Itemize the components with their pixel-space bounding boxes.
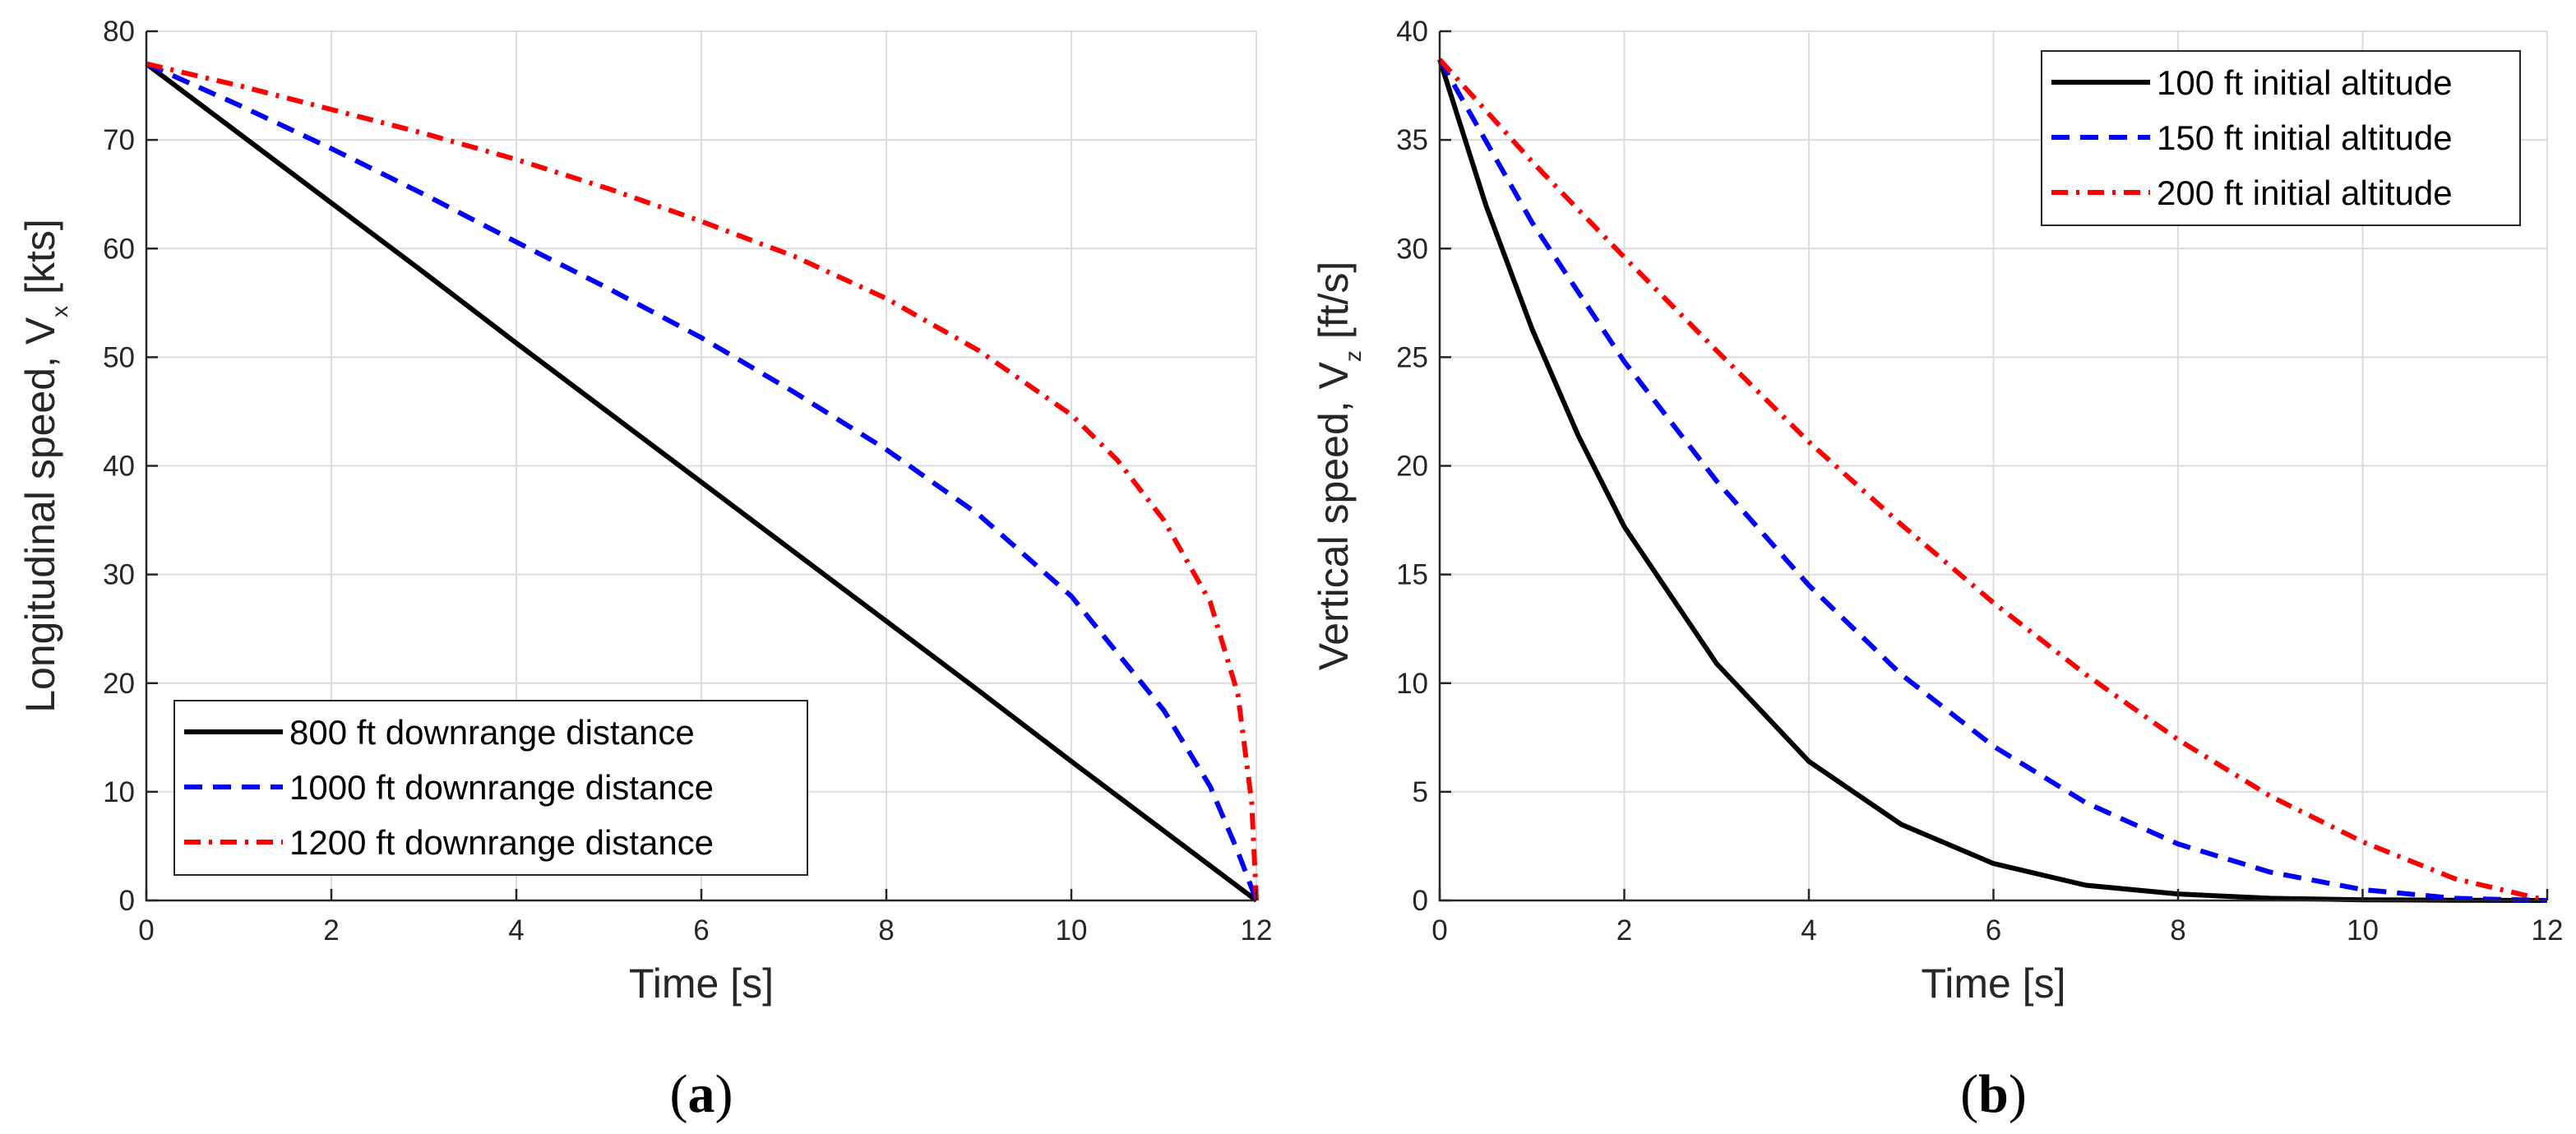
series-line-1200-ft: [146, 61, 1259, 901]
y-tick-label: 25: [1396, 341, 1428, 373]
panel-caption-letter: b: [1978, 1064, 2009, 1124]
legend-label: 150 ft initial altitude: [2157, 118, 2453, 157]
y-axis-label-unit: [ft/s]: [1311, 262, 1357, 350]
legend-label: 100 ft initial altitude: [2157, 63, 2453, 102]
y-axis-label-main: Vertical speed, V: [1311, 361, 1357, 670]
legend-label: 200 ft initial altitude: [2157, 174, 2453, 212]
y-tick-label: 60: [103, 233, 135, 265]
legend-label: 800 ft downrange distance: [289, 713, 695, 752]
x-axis-label: Time [s]: [1922, 960, 2066, 1007]
chart-panel-b: 0 2 4 6 8 10 12 0 5 10 15 20 25 30 35 40 Time [s] Vertica…: [1311, 16, 2563, 1124]
y-axis-label: Longitudinal speed, Vx [kts]: [17, 219, 72, 713]
legend-label: 1200 ft downrange distance: [289, 823, 714, 862]
panel-caption: (b): [1960, 1064, 2027, 1124]
legend-label: 1000 ft downrange distance: [289, 768, 714, 807]
y-axis-label-main: Longitudinal speed, V: [17, 317, 63, 713]
x-tick-label: 6: [1986, 914, 2001, 947]
y-axis-label-subscript: x: [47, 306, 72, 317]
legend: 800 ft downrange distance 1000 ft downran…: [173, 700, 808, 876]
y-axis-label-subscript: z: [1340, 350, 1366, 362]
y-tick-label: 30: [103, 559, 135, 591]
y-axis-label-unit: [kts]: [17, 219, 63, 306]
y-tick-label: 10: [1396, 668, 1428, 700]
panel-caption-letter: a: [688, 1064, 715, 1124]
y-tick-label: 5: [1413, 776, 1428, 808]
x-tick-label: 12: [2532, 914, 2564, 947]
y-tick-label: 15: [1396, 559, 1428, 591]
y-tick-label: 10: [103, 776, 135, 808]
x-tick-label: 6: [693, 914, 709, 947]
x-axis-label: Time [s]: [629, 960, 774, 1007]
series-line-100-ft: [1437, 58, 2548, 903]
x-tick-label: 2: [323, 914, 339, 947]
y-tick-label: 40: [103, 451, 135, 483]
x-tick-label: 10: [2347, 914, 2379, 947]
y-tick-label: 40: [1396, 16, 1428, 48]
y-tick-label: 35: [1396, 124, 1428, 156]
y-tick-label: 50: [103, 341, 135, 373]
y-axis-label: Vertical speed, Vz [ft/s]: [1311, 262, 1366, 671]
x-tick-label: 4: [1801, 914, 1816, 947]
y-tick-label: 0: [1413, 885, 1428, 917]
y-tick-label: 0: [119, 885, 135, 917]
x-tick-label: 0: [1431, 914, 1447, 947]
legend: 100 ft initial altitude 150 ft initial al…: [2041, 50, 2521, 226]
chart-panel-a: 0 2 4 6 8 10 12 0 10 20 30 40 50 60 70 80 Time [s] Longit…: [17, 16, 1272, 1124]
x-tick-label: 12: [1241, 914, 1273, 947]
x-tick-label: 4: [508, 914, 524, 947]
panel-caption: (a): [670, 1064, 733, 1124]
x-tick-label: 8: [878, 914, 894, 947]
x-tick-label: 10: [1056, 914, 1088, 947]
x-tick-label: 8: [2170, 914, 2185, 947]
series-line-1000-ft: [145, 61, 1259, 902]
y-tick-label: 20: [103, 668, 135, 700]
series-line-800-ft: [145, 62, 1258, 903]
x-tick-label: 0: [138, 914, 154, 947]
y-tick-label: 80: [103, 16, 135, 48]
series-line-150-ft: [1437, 58, 2548, 903]
y-tick-label: 70: [103, 124, 135, 156]
y-tick-label: 30: [1396, 233, 1428, 265]
x-tick-label: 2: [1616, 914, 1632, 947]
y-tick-label: 20: [1396, 451, 1428, 483]
